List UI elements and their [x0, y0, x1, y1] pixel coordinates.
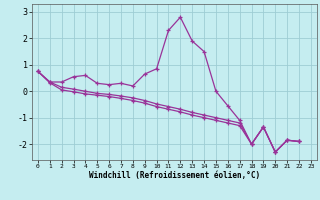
X-axis label: Windchill (Refroidissement éolien,°C): Windchill (Refroidissement éolien,°C)	[89, 171, 260, 180]
